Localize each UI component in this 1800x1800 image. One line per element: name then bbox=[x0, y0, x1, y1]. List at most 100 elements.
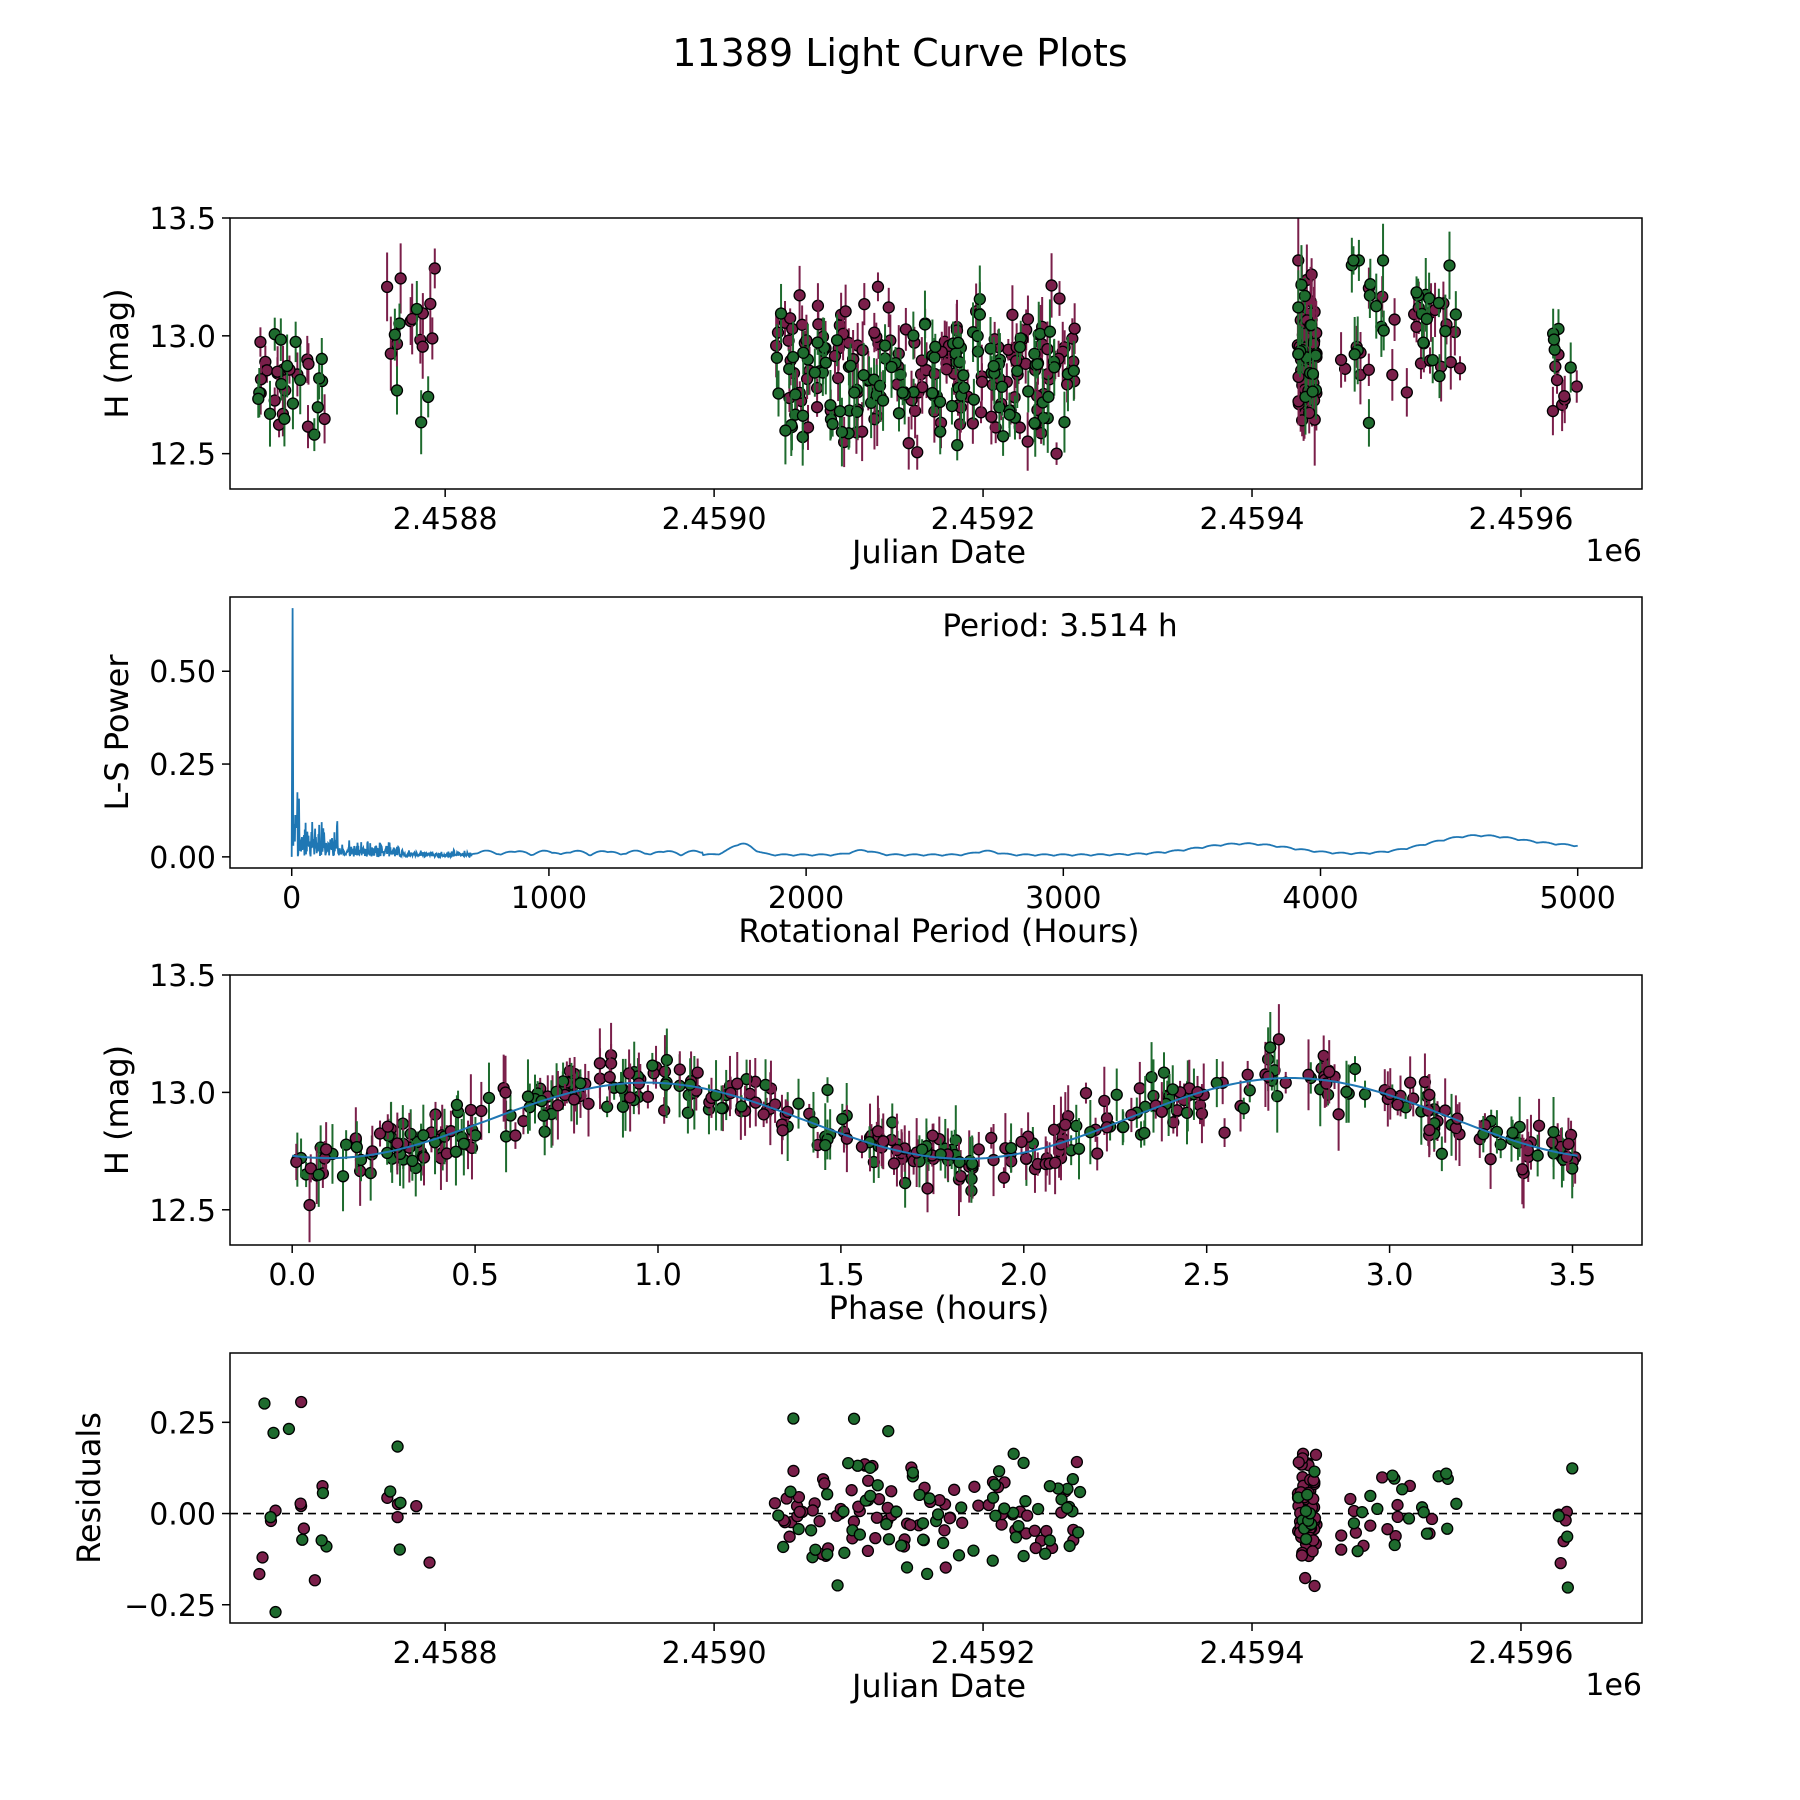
data-point bbox=[390, 384, 404, 397]
residual-point bbox=[294, 1497, 307, 1510]
residual-point bbox=[1301, 1488, 1314, 1501]
data-point bbox=[1072, 1142, 1086, 1155]
data-point bbox=[278, 412, 291, 425]
data-point bbox=[882, 301, 895, 314]
residual-point bbox=[882, 1425, 895, 1438]
x-offset-label: 1e6 bbox=[1585, 1668, 1642, 1703]
y-tick-label: −0.25 bbox=[124, 1589, 216, 1624]
data-point bbox=[967, 393, 981, 406]
x-tick-label: 2.4588 bbox=[393, 1636, 498, 1671]
data-point bbox=[957, 369, 970, 382]
data-point bbox=[1004, 1141, 1018, 1155]
data-point bbox=[1348, 348, 1361, 361]
residual-point bbox=[992, 1465, 1006, 1478]
x-tick-label: 0 bbox=[282, 881, 301, 916]
data-point bbox=[1053, 292, 1066, 305]
plot-area bbox=[230, 1395, 1642, 1619]
data-point bbox=[1558, 390, 1571, 403]
residual-point bbox=[931, 1508, 945, 1521]
data-point bbox=[567, 1093, 581, 1106]
residual-point bbox=[831, 1579, 844, 1592]
residuals-panel: 2.4588 2.4590 2.4592 2.4594 2.4596 −0.25 0.00 0… bbox=[70, 1352, 1643, 1705]
data-point bbox=[1303, 406, 1316, 420]
period-annotation: Period: 3.514 h bbox=[942, 608, 1177, 644]
x-tick-label: 2.5 bbox=[1183, 1258, 1231, 1293]
residual-point bbox=[316, 1486, 330, 1500]
residual-point bbox=[1561, 1581, 1574, 1594]
y-tick-label: 13.0 bbox=[149, 1076, 216, 1111]
data-point bbox=[929, 340, 942, 353]
residual-point bbox=[1396, 1483, 1409, 1496]
residual-point bbox=[885, 1485, 898, 1498]
data-point bbox=[350, 1140, 363, 1154]
data-point bbox=[1043, 325, 1057, 338]
data-point bbox=[1358, 1088, 1372, 1101]
light-curve-panel: 2.4588 2.4590 2.4592 2.4594 2.4596 12.5 13.0 13… bbox=[98, 202, 1643, 571]
data-point bbox=[593, 1057, 607, 1070]
x-tick-label: 2.4592 bbox=[931, 502, 1036, 537]
data-point bbox=[774, 307, 788, 320]
x-offset-label: 1e6 bbox=[1585, 534, 1642, 569]
data-point bbox=[993, 401, 1006, 414]
y-tick-label: 13.5 bbox=[149, 959, 216, 994]
residual-point bbox=[837, 1505, 850, 1518]
residual-point bbox=[967, 1544, 980, 1557]
data-point bbox=[770, 351, 784, 364]
data-point bbox=[810, 381, 824, 395]
data-point bbox=[1340, 1085, 1353, 1098]
residual-point bbox=[972, 1499, 985, 1512]
data-point bbox=[428, 262, 441, 275]
residual-point bbox=[1552, 1509, 1565, 1523]
residual-point bbox=[1055, 1493, 1068, 1506]
y-tick-label: 0.25 bbox=[149, 748, 216, 783]
data-point bbox=[1117, 1120, 1130, 1134]
x-tick-label: 3.0 bbox=[1366, 1258, 1414, 1293]
data-point bbox=[1241, 1068, 1254, 1081]
x-tick-label: 1.5 bbox=[817, 1258, 865, 1293]
residual-point bbox=[1029, 1541, 1042, 1555]
data-point bbox=[1166, 1083, 1179, 1096]
data-point bbox=[1271, 1089, 1284, 1103]
data-point bbox=[974, 406, 988, 419]
residual-point bbox=[1020, 1509, 1034, 1522]
data-point bbox=[1570, 380, 1583, 393]
data-point bbox=[417, 1129, 430, 1142]
residual-point bbox=[916, 1533, 930, 1546]
x-tick-label: 3000 bbox=[1025, 881, 1101, 916]
data-point bbox=[830, 334, 844, 347]
residual-point bbox=[1388, 1538, 1401, 1552]
residual-point bbox=[258, 1397, 271, 1410]
data-point bbox=[1348, 1062, 1362, 1076]
data-point bbox=[985, 1131, 998, 1145]
residual-point bbox=[1066, 1472, 1080, 1486]
data-point bbox=[1022, 385, 1035, 398]
residual-point bbox=[1060, 1501, 1074, 1515]
residual-point bbox=[253, 1567, 266, 1581]
residual-point bbox=[890, 1505, 903, 1518]
data-point bbox=[810, 401, 824, 414]
data-point bbox=[388, 328, 402, 341]
x-tick-label: 2000 bbox=[768, 881, 844, 916]
data-point bbox=[966, 417, 980, 430]
data-point bbox=[373, 1127, 387, 1140]
residual-point bbox=[806, 1504, 819, 1517]
data-point bbox=[384, 347, 397, 360]
data-point bbox=[254, 335, 267, 349]
data-point bbox=[673, 1063, 686, 1076]
residual-point bbox=[1298, 1571, 1312, 1585]
plot-area bbox=[290, 608, 1578, 860]
data-point bbox=[975, 375, 989, 388]
residual-point bbox=[391, 1440, 404, 1453]
data-point bbox=[1532, 1119, 1546, 1132]
data-point bbox=[833, 405, 847, 418]
x-axis-label: Rotational Period (Hours) bbox=[738, 912, 1139, 950]
residual-point bbox=[821, 1548, 834, 1561]
residual-point bbox=[787, 1412, 800, 1425]
data-point bbox=[537, 1109, 550, 1122]
data-point bbox=[312, 1168, 325, 1181]
x-tick-label: 1000 bbox=[511, 881, 587, 916]
data-point bbox=[902, 437, 915, 450]
residual-point bbox=[297, 1522, 311, 1535]
data-point bbox=[996, 430, 1010, 443]
data-point bbox=[857, 369, 870, 382]
